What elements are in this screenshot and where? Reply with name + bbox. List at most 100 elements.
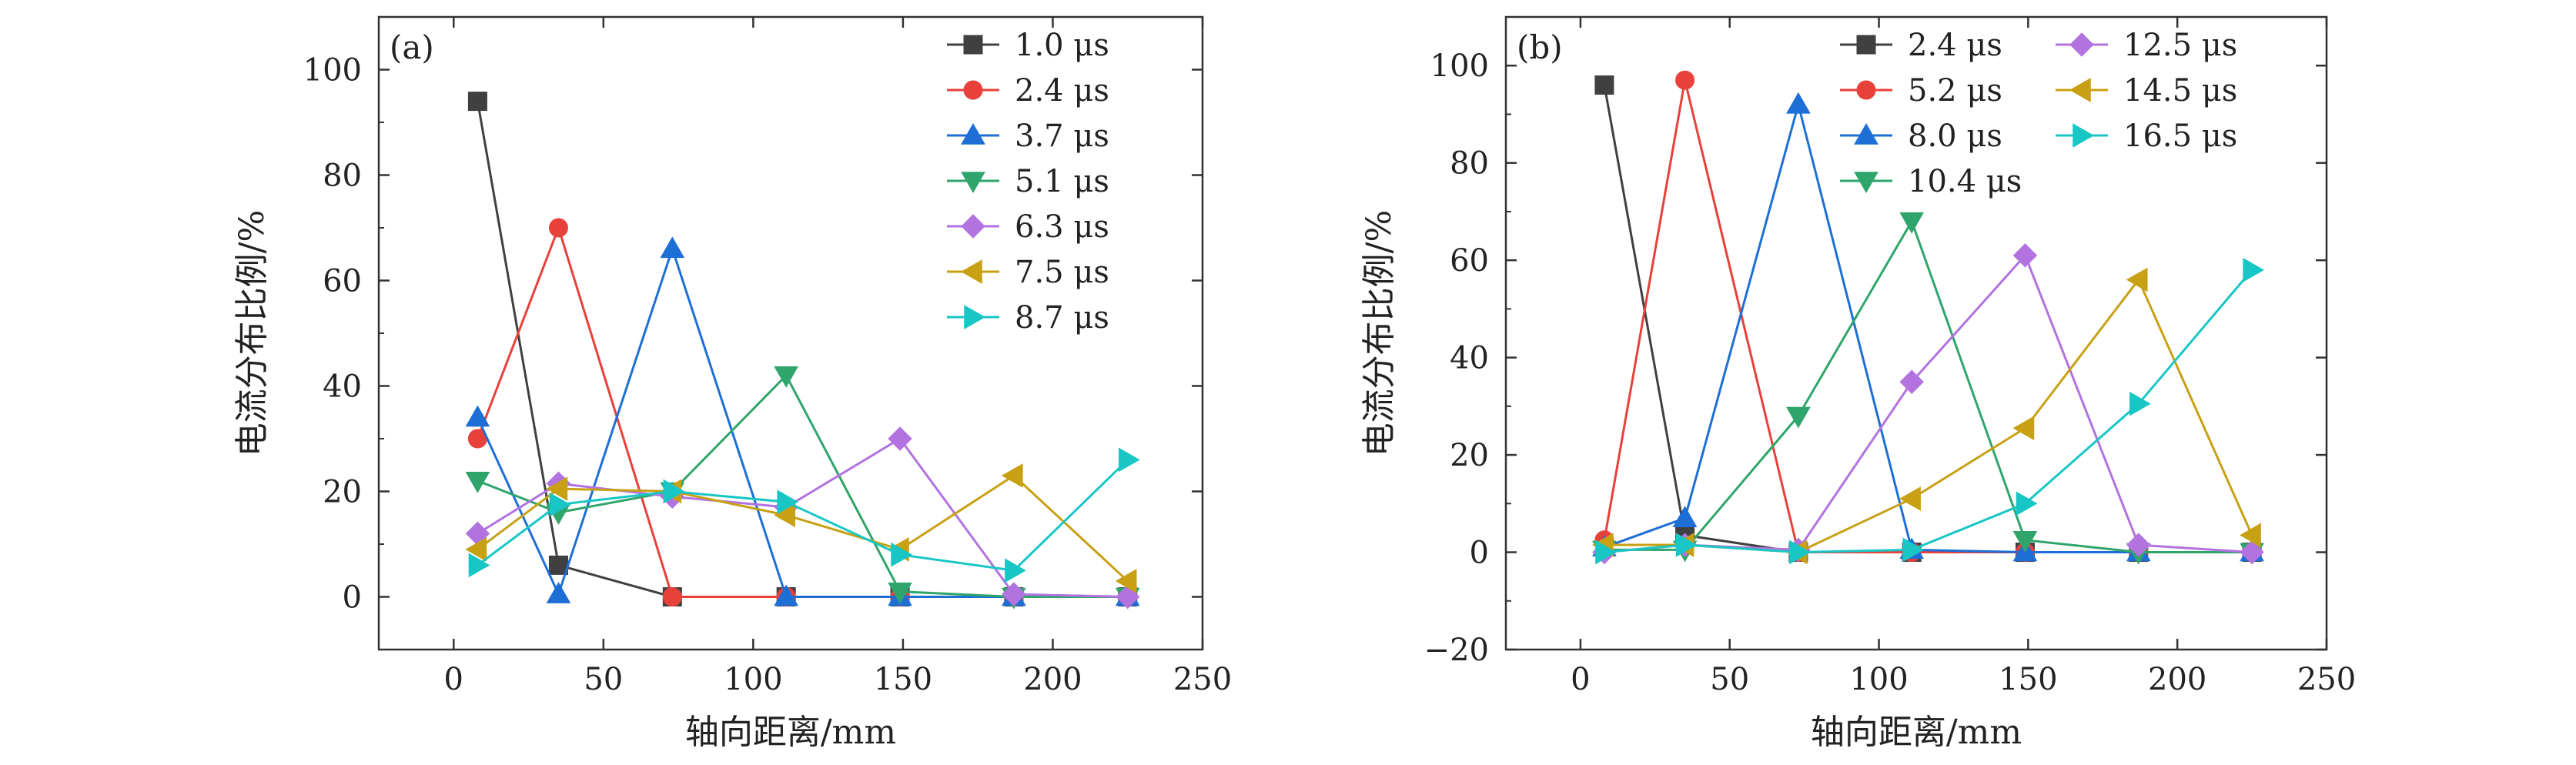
series-7 [1595,257,2265,565]
y-tick-label: 0 [343,580,362,616]
data-point [468,553,490,578]
x-tick-label: 0 [444,662,463,697]
x-tick-label: 150 [874,662,932,697]
data-point [2012,416,2035,441]
data-point [2012,243,2038,268]
data-point [1899,369,1924,394]
y-tick-label: 40 [1450,341,1489,376]
y-tick-label: 20 [323,475,362,510]
y-tick-label: 60 [323,264,362,299]
series-4 [1592,212,2264,565]
y-tick-label: 60 [1450,243,1489,279]
x-tick-label: 50 [584,662,623,697]
data-point [465,536,487,562]
series-3 [465,236,1140,606]
series-7 [468,447,1140,583]
x-tick-label: 50 [1710,662,1749,697]
series-line [1604,277,2253,554]
y-tick-label: 0 [1470,536,1489,571]
x-tick-label: 250 [1173,662,1232,697]
data-point [2126,267,2148,292]
legend-label: 8.7 μs [1015,300,1109,336]
data-point [774,584,799,606]
data-point [1115,569,1137,593]
data-point [2240,523,2261,548]
data-point [546,476,568,501]
y-axis-title: 电流分布比例/% [233,210,272,457]
legend-label: 2.4 μs [1015,73,1109,109]
y-tick-label: 80 [1450,146,1489,182]
x-axis-title: 轴向距离/mm [685,713,896,752]
data-point [891,542,913,567]
legend-label: 12.5 μs [2123,28,2237,63]
legend-label: 5.2 μs [1908,73,2002,109]
legend-marker [1854,122,1878,145]
legend-label: 6.3 μs [1015,209,1109,245]
legend-marker [964,305,986,329]
panel-label: (b) [1517,28,1563,66]
series-line [477,437,1128,598]
data-point [1005,558,1026,583]
data-point [1002,582,1026,606]
data-point [662,587,682,606]
x-axis-title: 轴向距离/mm [1811,713,2022,752]
series-line [477,459,1129,572]
panel-label: (a) [390,28,434,66]
legend-marker [2069,32,2094,57]
legend-marker [1854,172,1878,194]
x-tick-label: 150 [1999,662,2057,697]
data-point [1595,540,1617,565]
x-tick-label: 250 [2297,662,2356,697]
y-tick-label: 80 [323,159,362,194]
legend-marker [1856,35,1876,55]
data-point [465,472,490,493]
x-tick-label: 200 [2148,662,2206,697]
data-point [1672,506,1698,528]
x-tick-label: 0 [1571,662,1590,697]
legend-marker [961,214,985,239]
legend: 1.0 μs 2.4 μs 3.7 μs 5.1 μs 6.3 μs 7.5 μs 8.7 … [947,28,1109,336]
data-point [1675,70,1695,90]
data-point [548,555,568,575]
y-tick-label: 20 [1450,438,1489,473]
plot-frame [1504,15,2328,651]
data-point [1899,486,1921,511]
legend-label: 3.7 μs [1015,119,1109,154]
data-point [663,479,685,504]
legend-label: 14.5 μs [2123,73,2237,109]
data-point [888,582,912,604]
data-point [2129,391,2151,416]
legend-marker [961,122,985,145]
data-point [1899,212,1925,234]
y-tick-label: 100 [1430,48,1489,84]
data-point [467,92,487,112]
data-point [1902,537,1925,563]
data-point [2126,533,2151,557]
data-point [546,582,571,603]
data-point [1594,75,1614,95]
data-point [1118,447,1140,473]
legend-label: 8.0 μs [1908,119,2002,154]
data-point [660,236,685,259]
x-tick-label: 100 [724,662,782,697]
data-point [774,366,799,388]
legend-label: 1.0 μs [1015,28,1109,63]
data-point [2016,491,2038,516]
legend-label: 2.4 μs [1908,28,2002,63]
data-point [1786,92,1811,114]
chart-panel-2: 0 50 100 150 200 250 −20 0 20 40 60 80 100 轴向距离/mm 电流分… [1360,15,2356,752]
data-point [465,405,490,427]
y-tick-label: 100 [303,53,362,89]
legend-marker [2073,123,2095,148]
x-tick-label: 100 [1849,662,1908,697]
x-tick-label: 200 [1023,662,1082,697]
series-line [1604,269,2253,554]
y-tick-label: −20 [1424,633,1489,668]
legend-marker [960,259,982,284]
series-5 [465,426,1140,610]
chart-panel-1: 0 50 100 150 200 250 0 20 40 60 80 100 轴向距离/mm 电流分布比例… [233,15,1232,752]
legend: 2.4 μs 5.2 μs 8.0 μs 10.4 μs 12.5 μs 14.5 μs 1… [1840,28,2237,199]
data-point [549,492,571,517]
legend-marker [2069,78,2091,102]
legend-marker [961,172,985,194]
